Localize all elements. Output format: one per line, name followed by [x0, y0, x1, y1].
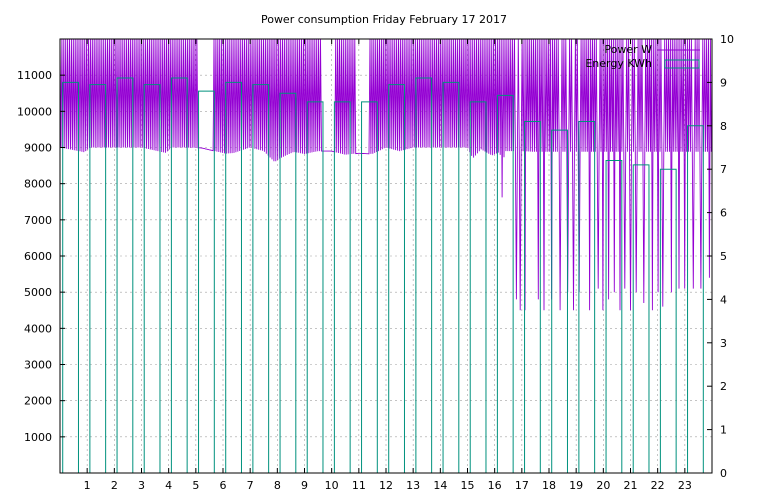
power-line [59, 38, 712, 311]
y-left-tick-label: 10000 [17, 105, 52, 118]
energy-series [62, 77, 704, 473]
y-right-tick-label: 1 [720, 424, 727, 437]
energy-bar [170, 77, 188, 473]
y-left-tick-label: 9000 [24, 142, 52, 155]
x-tick-label: 12 [379, 479, 393, 492]
y-right-tick-label: 2 [720, 380, 727, 393]
energy-bar [496, 94, 514, 473]
energy-bar [89, 84, 107, 473]
x-tick-label: 2 [111, 479, 118, 492]
power-series [59, 38, 712, 311]
x-tick-label: 16 [488, 479, 502, 492]
y-right-tick-label: 7 [720, 163, 727, 176]
energy-bar [306, 101, 324, 473]
x-tick-label: 5 [192, 479, 199, 492]
y-left-tick-label: 1000 [24, 431, 52, 444]
y-left-tick-label: 7000 [24, 214, 52, 227]
energy-bar [279, 92, 297, 473]
x-tick-label: 1 [84, 479, 91, 492]
energy-bar [225, 81, 242, 473]
energy-bar [578, 120, 596, 473]
energy-bar [333, 101, 351, 473]
energy-bar [551, 129, 568, 473]
energy-bar [252, 84, 270, 473]
y-left-tick-label: 3000 [24, 359, 52, 372]
x-tick-label: 8 [274, 479, 281, 492]
energy-bar [524, 120, 541, 473]
x-tick-label: 9 [301, 479, 308, 492]
energy-bar [143, 84, 161, 473]
energy-bar [116, 77, 134, 473]
y-right-tick-label: 9 [720, 76, 727, 89]
x-tick-label: 3 [138, 479, 145, 492]
y-right-tick-label: 6 [720, 207, 727, 220]
energy-bar [198, 90, 215, 473]
chart-title: Power consumption Friday February 17 201… [261, 13, 507, 26]
x-tick-label: 21 [624, 479, 638, 492]
energy-bar [388, 84, 405, 473]
energy-bar [469, 101, 487, 473]
x-tick-label: 10 [325, 479, 339, 492]
x-tick-label: 23 [678, 479, 692, 492]
x-tick-label: 22 [651, 479, 665, 492]
y-right-tick-label: 0 [720, 467, 727, 480]
x-tick-label: 19 [569, 479, 583, 492]
x-tick-label: 7 [247, 479, 254, 492]
energy-bar [62, 81, 79, 473]
y-left-tick-label: 11000 [17, 69, 52, 82]
energy-bar [361, 101, 378, 473]
y-right-tick-label: 10 [720, 33, 734, 46]
x-tick-label: 14 [433, 479, 447, 492]
y-right-tick-label: 5 [720, 250, 727, 263]
x-tick-label: 17 [515, 479, 529, 492]
y-right-tick-label: 3 [720, 337, 727, 350]
y-left-tick-label: 4000 [24, 322, 52, 335]
energy-bar [442, 81, 460, 473]
x-tick-label: 11 [352, 479, 366, 492]
x-tick-label: 13 [406, 479, 420, 492]
x-tick-label: 4 [165, 479, 172, 492]
x-tick-label: 18 [542, 479, 556, 492]
y-left-tick-label: 5000 [24, 286, 52, 299]
y-left-tick-label: 2000 [24, 395, 52, 408]
x-tick-label: 20 [596, 479, 610, 492]
energy-bar [687, 125, 704, 473]
legend-swatch-energy [664, 59, 700, 69]
energy-bar [659, 168, 677, 473]
energy-bar [605, 160, 623, 473]
y-right-tick-label: 8 [720, 120, 727, 133]
y-left-tick-label: 6000 [24, 250, 52, 263]
x-tick-label: 15 [461, 479, 475, 492]
y-left-tick-label: 8000 [24, 178, 52, 191]
y-right-tick-label: 4 [720, 293, 727, 306]
legend-label-power: Power W [604, 43, 652, 56]
legend: Power W Energy KWh [585, 43, 700, 70]
energy-bar [415, 77, 433, 473]
energy-bar [632, 164, 650, 473]
ticks-layer: 1 2 3 4 5 6 7 8 9 10 11 12 13 14 15 16 17 18 19 20 21 22 23100… [17, 33, 734, 492]
x-tick-label: 6 [220, 479, 227, 492]
legend-label-energy: Energy KWh [585, 57, 652, 70]
